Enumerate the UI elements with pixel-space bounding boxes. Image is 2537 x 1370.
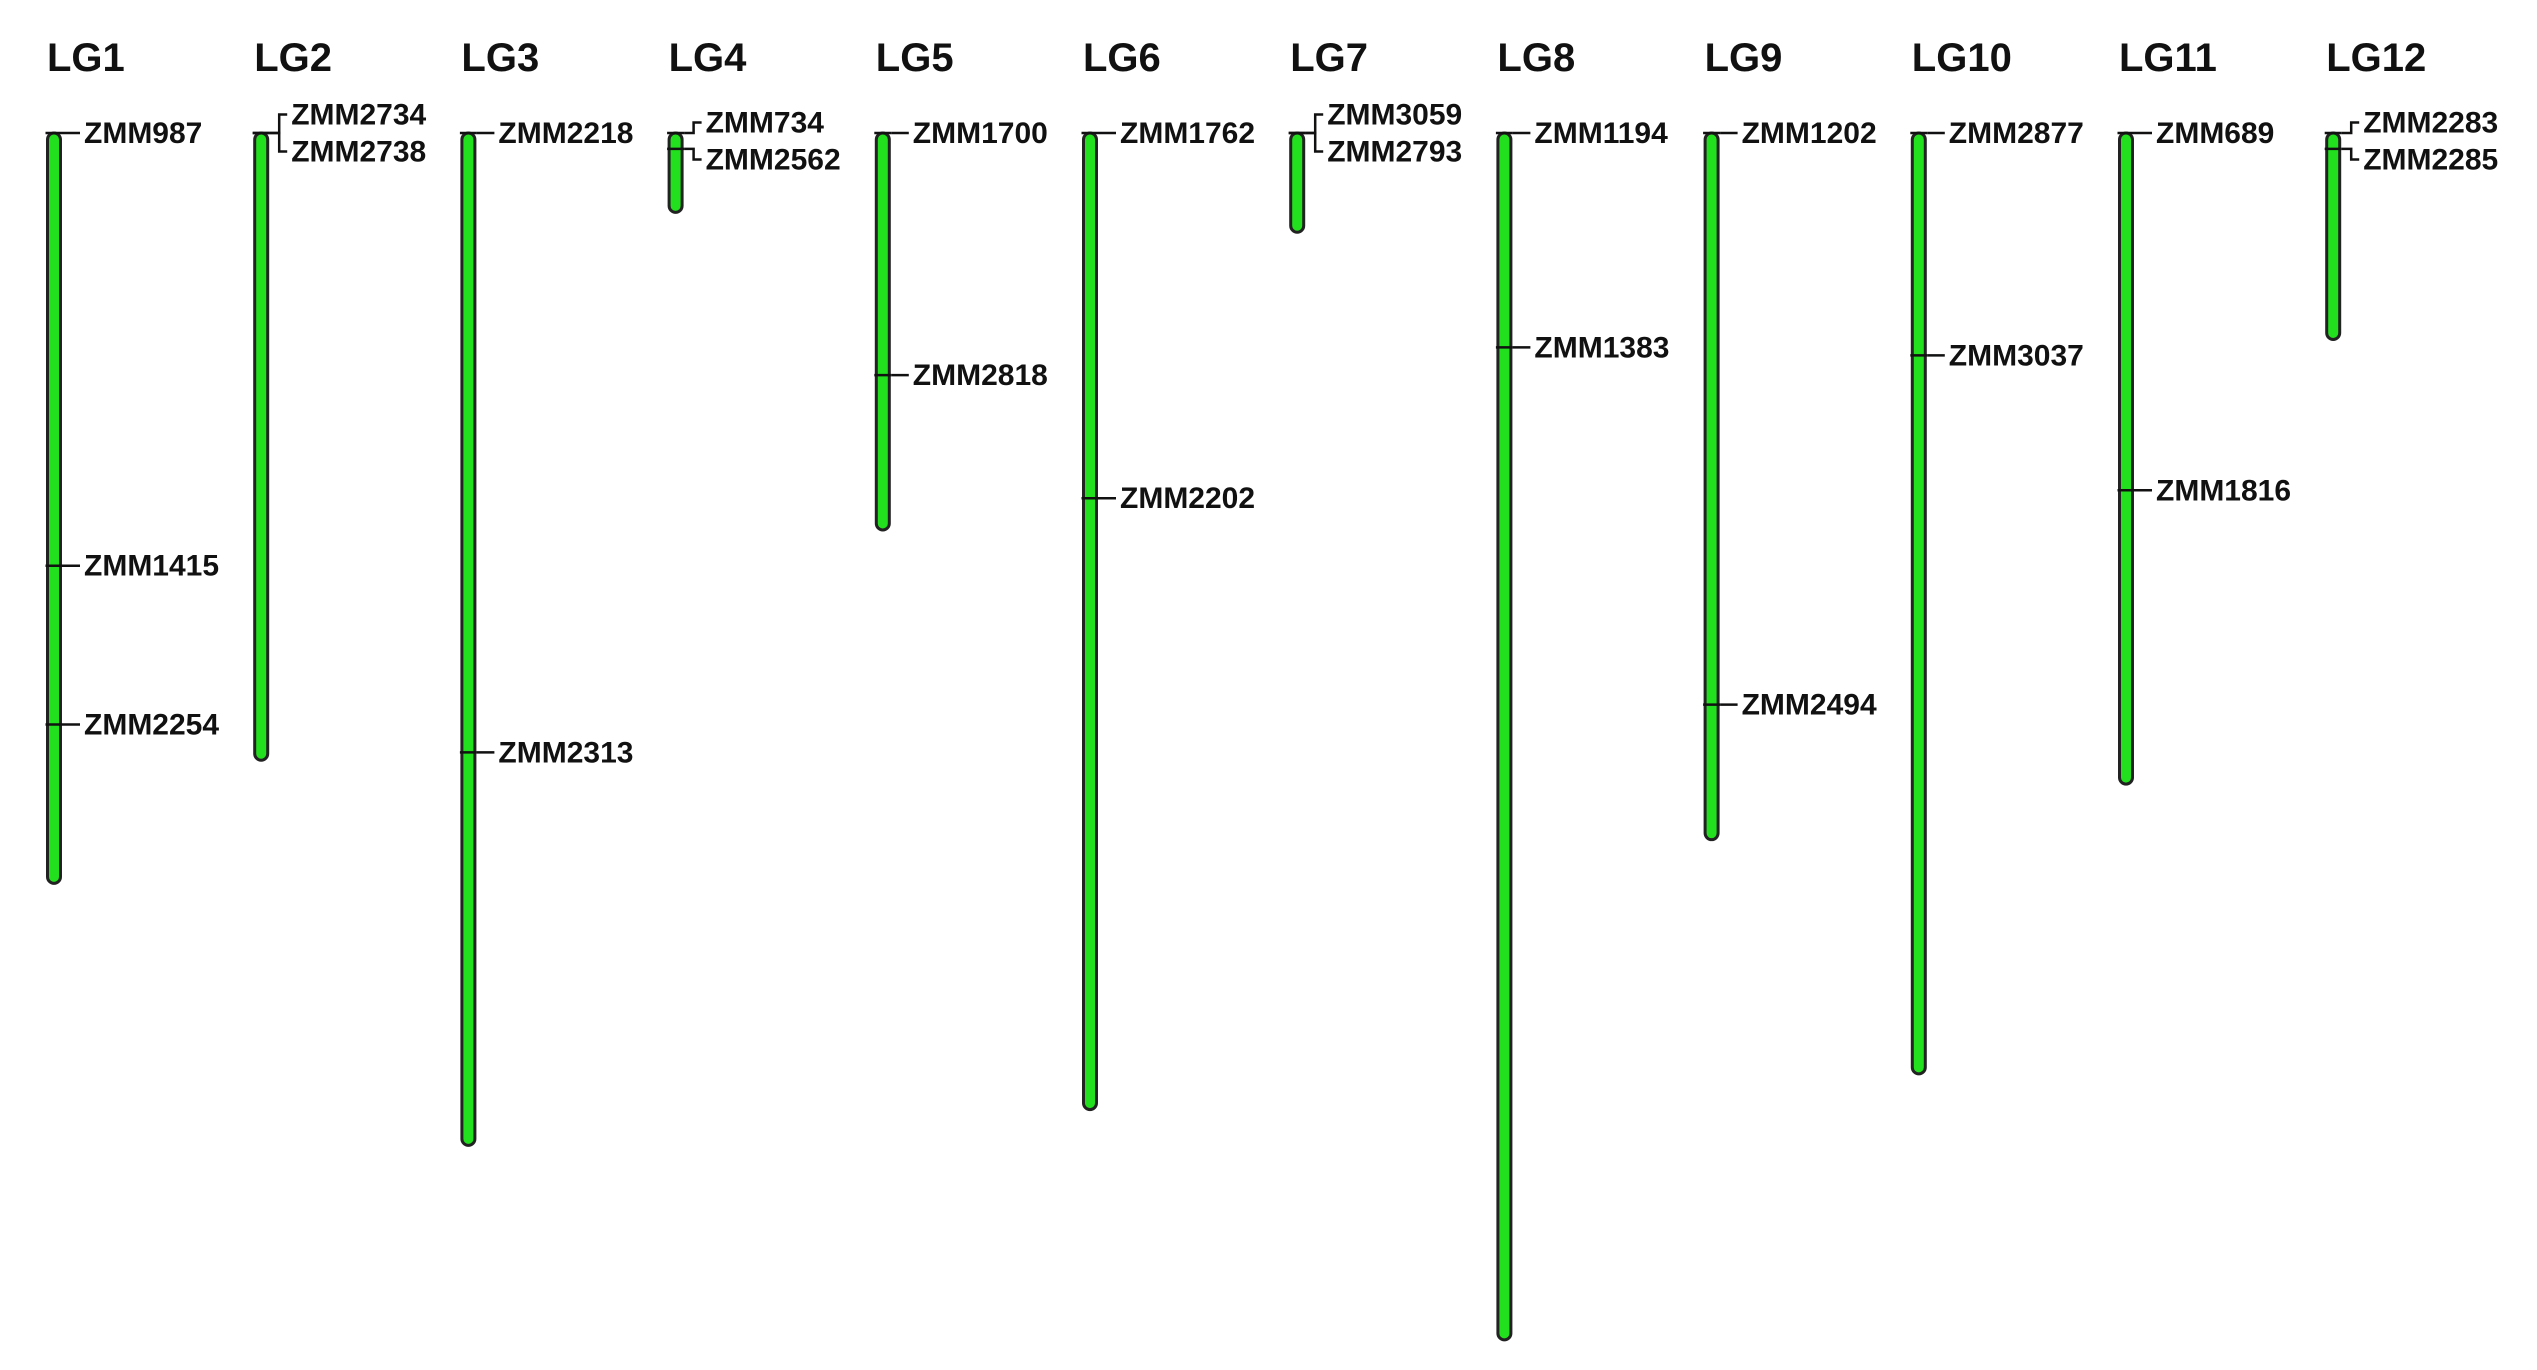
marker-leader-zmm2734 [269,113,288,135]
linkage-group-lg4: LG4 ZMM734 ZMM2562 [667,36,841,214]
linkage-group-lg5: LG5 ZMM1700 ZMM2818 [874,36,1048,532]
linkage-group-lg8: LG8 ZMM1194 ZMM1383 [1495,36,1669,1342]
linkage-group-title-lg6: LG6 [1083,36,1161,80]
marker-label-zmm2818: ZMM2818 [913,359,1048,392]
linkage-group-title-lg4: LG4 [669,36,748,80]
marker-label-zmm2793: ZMM2793 [1327,136,1462,169]
marker-zmm2285: ZMM2285 [2324,143,2498,176]
linkage-group-lg2: LG2 ZMM2734 ZMM2738 [252,36,427,762]
marker-zmm2818: ZMM2818 [874,359,1048,392]
marker-label-zmm2877: ZMM2877 [1949,117,2084,150]
marker-zmm1816: ZMM1816 [2117,474,2291,507]
linkage-group-title-lg12: LG12 [2326,36,2426,80]
marker-zmm2738: ZMM2738 [252,131,426,169]
linkage-group-title-lg3: LG3 [461,36,539,80]
marker-leader-zmm2793 [1305,131,1324,153]
marker-label-zmm2218: ZMM2218 [498,117,633,150]
marker-zmm1700: ZMM1700 [874,117,1048,150]
chromosome-bar-lg5 [874,131,891,532]
marker-label-zmm1383: ZMM1383 [1534,331,1669,364]
linkage-group-title-lg1: LG1 [47,36,125,80]
marker-label-zmm2313: ZMM2313 [498,736,633,769]
linkage-group-title-lg10: LG10 [1912,36,2012,80]
marker-zmm2877: ZMM2877 [1910,117,2084,150]
marker-zmm1194: ZMM1194 [1495,117,1668,150]
linkage-group-title-lg2: LG2 [254,36,332,80]
linkage-group-lg6: LG6 ZMM1762 ZMM2202 [1081,36,1255,1112]
marker-label-zmm1194: ZMM1194 [1534,117,1668,150]
marker-leader-zmm2285 [2341,147,2360,161]
linkage-group-title-lg9: LG9 [1705,36,1783,80]
marker-label-zmm3037: ZMM3037 [1949,339,2084,372]
chromosome-bar-lg8 [1496,131,1513,1342]
marker-leader-zmm2738 [269,131,288,153]
chromosome-bar-lg1 [46,131,62,885]
marker-zmm689: ZMM689 [2117,117,2274,150]
marker-leader-zmm2562 [684,147,702,161]
marker-zmm2494: ZMM2494 [1703,689,1877,722]
marker-label-zmm3059: ZMM3059 [1327,99,1462,132]
marker-label-zmm2285: ZMM2285 [2363,143,2498,176]
marker-zmm2283: ZMM2283 [2324,106,2498,139]
linkage-group-title-lg5: LG5 [876,36,954,80]
marker-zmm1383: ZMM1383 [1495,331,1669,364]
chromosome-bar-lg3 [460,131,477,1147]
chromosome-bar-lg10 [1910,131,1927,1076]
linkage-group-title-lg8: LG8 [1497,36,1575,80]
marker-zmm2734: ZMM2734 [252,99,427,135]
chromosome-bar-lg4 [667,131,684,214]
marker-label-zmm689: ZMM689 [2156,117,2274,150]
marker-label-zmm2202: ZMM2202 [1120,482,1255,515]
linkage-group-lg9: LG9 ZMM1202 ZMM2494 [1703,36,1877,842]
marker-label-zmm2494: ZMM2494 [1742,689,1877,722]
marker-label-zmm2734: ZMM2734 [291,99,426,132]
marker-zmm3037: ZMM3037 [1910,339,2084,372]
linkage-group-lg10: LG10 ZMM2877 ZMM3037 [1910,36,2084,1076]
marker-zmm2313: ZMM2313 [459,736,633,769]
marker-label-zmm2562: ZMM2562 [706,143,841,176]
chromosome-bar-lg2 [253,131,270,762]
marker-label-zmm2738: ZMM2738 [291,136,426,169]
marker-label-zmm1415: ZMM1415 [84,550,219,583]
marker-label-zmm987: ZMM987 [84,117,202,150]
chromosome-bar-lg11 [2118,131,2134,786]
marker-label-zmm1762: ZMM1762 [1120,117,1255,150]
marker-zmm3059: ZMM3059 [1288,99,1462,135]
chromosome-bar-lg6 [1082,131,1098,1112]
marker-label-zmm1816: ZMM1816 [2156,474,2291,507]
marker-leader-zmm734 [684,121,702,135]
marker-zmm734: ZMM734 [667,106,824,139]
marker-leader-zmm3059 [1305,113,1324,135]
marker-zmm1762: ZMM1762 [1081,117,1255,150]
linkage-group-title-lg7: LG7 [1290,36,1368,80]
linkage-group-lg11: LG11 ZMM689 ZMM1816 [2117,36,2291,786]
marker-zmm987: ZMM987 [45,117,202,150]
linkage-group-title-lg11: LG11 [2119,36,2217,80]
linkage-group-lg12: LG12 ZMM2283 ZMM2285 [2324,36,2498,341]
marker-label-zmm1202: ZMM1202 [1742,117,1877,150]
marker-label-zmm2254: ZMM2254 [84,709,219,742]
marker-leader-zmm2283 [2341,121,2360,135]
marker-label-zmm1700: ZMM1700 [913,117,1048,150]
marker-zmm1202: ZMM1202 [1703,117,1877,150]
linkage-group-lg1: LG1 ZMM987 ZMM1415 ZMM2254 [45,36,219,885]
marker-zmm2254: ZMM2254 [45,709,219,742]
marker-zmm2562: ZMM2562 [667,143,841,176]
marker-zmm2218: ZMM2218 [459,117,633,150]
marker-label-zmm734: ZMM734 [706,106,825,139]
chromosome-bar-lg7 [1289,131,1306,234]
linkage-group-lg3: LG3 ZMM2218 ZMM2313 [459,36,633,1147]
marker-zmm2202: ZMM2202 [1081,482,1255,515]
marker-label-zmm2283: ZMM2283 [2363,106,2498,139]
marker-zmm2793: ZMM2793 [1288,131,1462,169]
chromosome-bar-lg12 [2325,131,2342,341]
linkage-group-lg7: LG7 ZMM3059 ZMM2793 [1288,36,1462,234]
marker-zmm1415: ZMM1415 [45,550,219,583]
chromosome-bar-lg9 [1703,131,1720,842]
